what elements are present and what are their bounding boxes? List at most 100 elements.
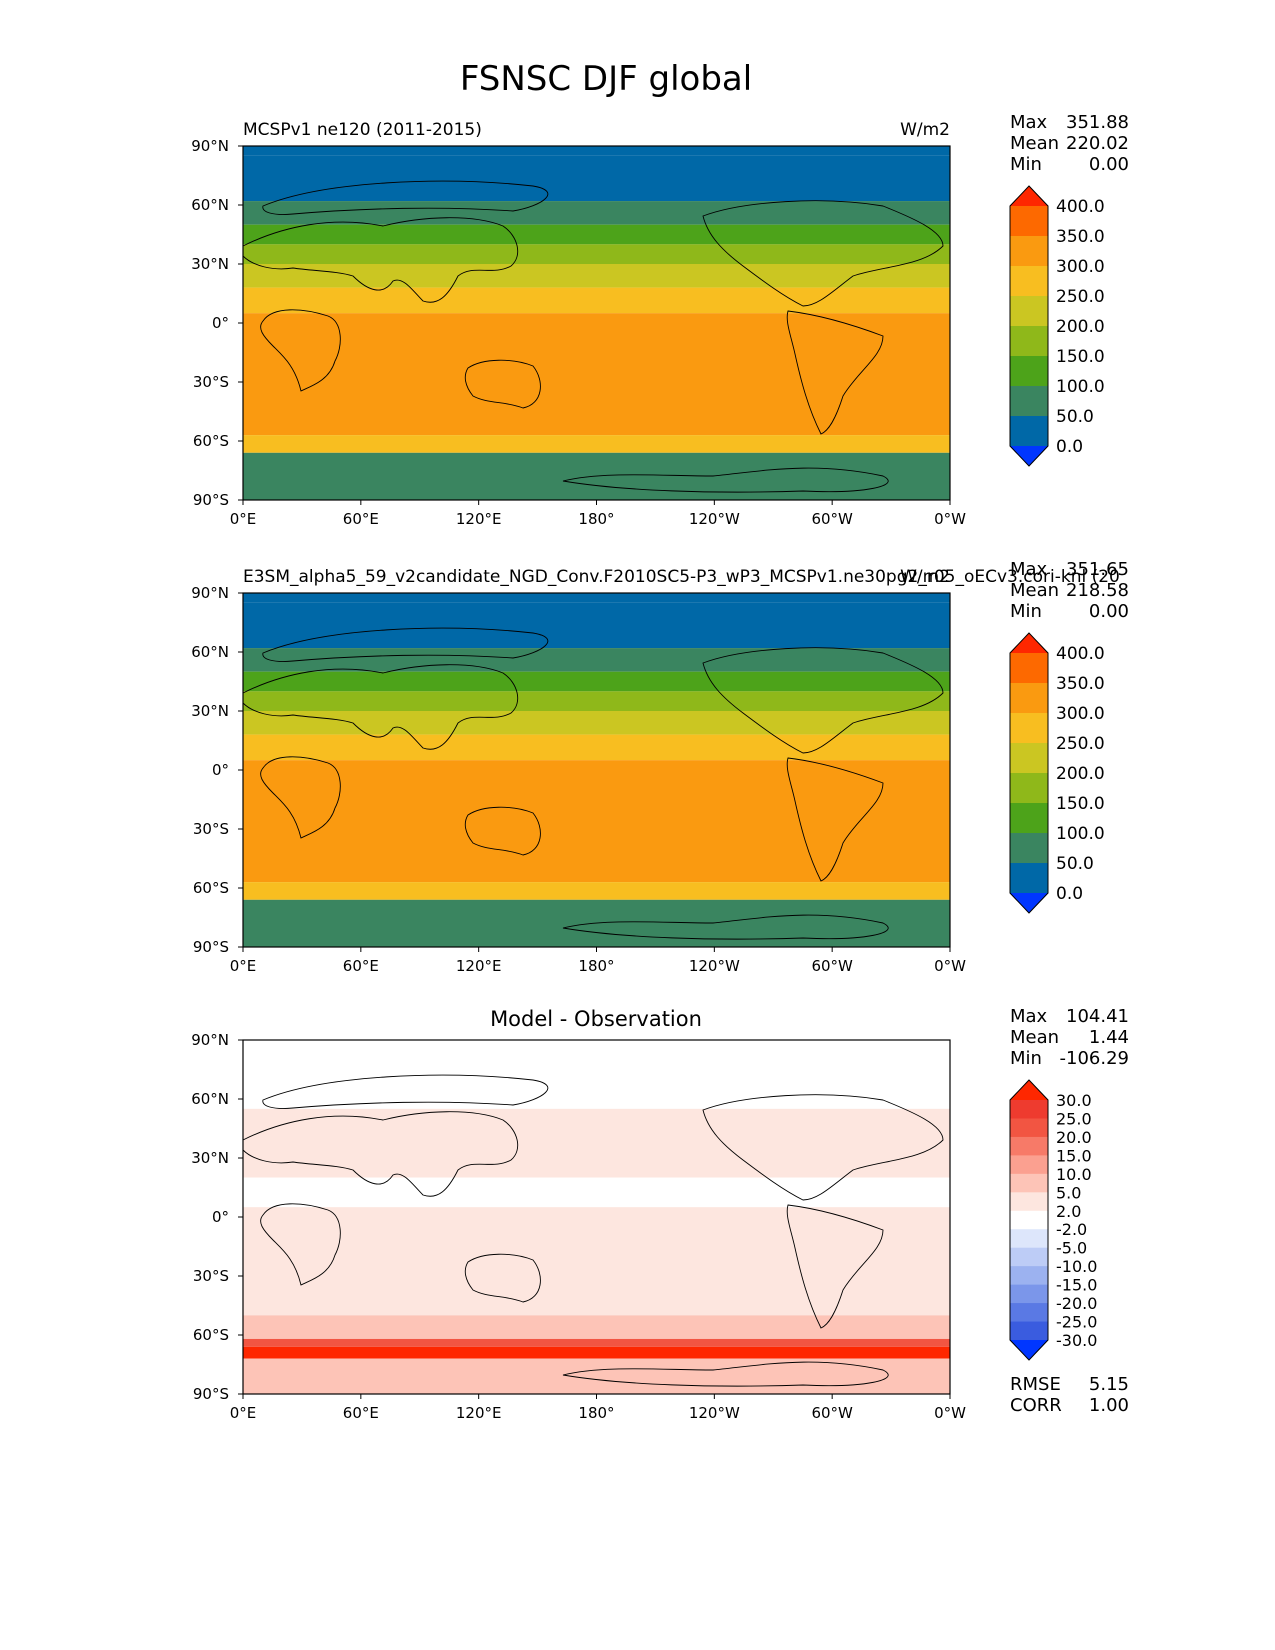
x-tick-label: 120°W: [689, 1404, 740, 1422]
colorbar-swatch: [1010, 266, 1048, 297]
x-tick-label: 60°W: [811, 957, 853, 975]
colorbar-swatch: [1010, 1118, 1048, 1138]
colorbar-level-label: 200.0: [1056, 764, 1105, 784]
colorbar-swatch: [1010, 1173, 1048, 1193]
panel-2-stat-max-label: Max: [1010, 559, 1048, 580]
x-tick-label: 120°E: [456, 510, 502, 528]
y-tick-label: 0°: [212, 314, 229, 332]
colorbar-level-label: 150.0: [1056, 794, 1105, 814]
colorbar-level-label: 5.0: [1056, 1183, 1081, 1202]
panel-2-band-7: [243, 760, 950, 883]
colorbar-level-label: -25.0: [1056, 1313, 1097, 1332]
x-tick-label: 60°W: [811, 510, 853, 528]
colorbar-swatch: [1010, 236, 1048, 267]
colorbar-swatch: [1010, 1303, 1048, 1323]
y-tick-label: 60°S: [193, 879, 229, 897]
y-tick-label: 90°N: [191, 584, 229, 602]
x-tick-label: 180°: [578, 510, 614, 528]
panel-1-band-3: [243, 224, 950, 245]
colorbar-swatch: [1010, 356, 1048, 387]
y-tick-label: 60°N: [191, 643, 229, 661]
panel-1-units: W/m2: [900, 120, 950, 140]
panel-1-stat-min-value: 0.00: [1089, 154, 1129, 175]
y-tick-label: 30°N: [191, 1149, 229, 1167]
panel-3: Model - Observation 0°E 60°E 120°E 180° 120°…: [191, 1006, 1129, 1422]
panel-1-band-1: [243, 155, 950, 202]
y-tick-label: 60°N: [191, 196, 229, 214]
panel-1-band-6: [243, 287, 950, 314]
panel-1-band-0: [243, 146, 950, 156]
colorbar-extend-min: [1010, 1340, 1048, 1360]
y-tick-label: 60°S: [193, 432, 229, 450]
colorbar-level-label: 300.0: [1056, 257, 1105, 277]
panel-3-band-1: [243, 1108, 950, 1178]
panel-2-band-5: [243, 711, 950, 735]
panel-3-stat-mean-value: 1.44: [1089, 1027, 1129, 1048]
y-tick-label: 90°N: [191, 1031, 229, 1049]
panel-3-band-4: [243, 1315, 950, 1339]
colorbar-level-label: 0.0: [1056, 437, 1083, 457]
panel-2-band-3: [243, 671, 950, 692]
figure-title: FSNSC DJF global: [460, 59, 752, 99]
colorbar-level-label: -2.0: [1056, 1220, 1087, 1239]
panel-3-band-0: [243, 1040, 950, 1109]
colorbar-level-label: 15.0: [1056, 1146, 1092, 1165]
panel-1-stat-min-label: Min: [1010, 154, 1042, 175]
colorbar-level-label: 20.0: [1056, 1128, 1092, 1147]
y-tick-label: 90°S: [193, 938, 229, 956]
colorbar-extend-max: [1010, 633, 1048, 653]
x-tick-label: 120°E: [456, 957, 502, 975]
colorbar-extend-min: [1010, 893, 1048, 913]
panel-3-stat-max-label: Max: [1010, 1006, 1048, 1027]
colorbar-swatch: [1010, 773, 1048, 804]
colorbar-swatch: [1010, 206, 1048, 237]
panel-3-title: Model - Observation: [490, 1007, 702, 1031]
colorbar-level-label: 25.0: [1056, 1109, 1092, 1128]
panel-2-band-8: [243, 882, 950, 900]
colorbar-level-label: 350.0: [1056, 674, 1105, 694]
panel-3-band-6: [243, 1346, 950, 1359]
colorbar-level-label: 400.0: [1056, 644, 1105, 664]
panel-3-band-7: [243, 1358, 950, 1394]
panel-1-band-5: [243, 264, 950, 288]
x-tick-label: 0°E: [230, 1404, 257, 1422]
x-tick-label: 60°W: [811, 1404, 853, 1422]
y-tick-label: 90°N: [191, 137, 229, 155]
colorbar-level-label: -5.0: [1056, 1239, 1087, 1258]
colorbar-level-label: 0.0: [1056, 884, 1083, 904]
panel-3-band-2: [243, 1177, 950, 1208]
colorbar-swatch: [1010, 743, 1048, 774]
panel-1-band-8: [243, 435, 950, 453]
panel-1-stat-max-value: 351.88: [1066, 112, 1129, 133]
panel-3-stat-max-value: 104.41: [1066, 1006, 1129, 1027]
y-tick-label: 60°N: [191, 1090, 229, 1108]
panel-1-stat-mean-value: 220.02: [1066, 133, 1129, 154]
y-tick-label: 90°S: [193, 1385, 229, 1403]
panel-2-stat-max-value: 351.65: [1066, 559, 1129, 580]
colorbar-level-label: 300.0: [1056, 704, 1105, 724]
colorbar-swatch: [1010, 386, 1048, 417]
colorbar-level-label: -30.0: [1056, 1331, 1097, 1350]
panel-2-band-2: [243, 648, 950, 672]
colorbar-level-label: 400.0: [1056, 197, 1105, 217]
colorbar-swatch: [1010, 863, 1048, 894]
panel-2-band-6: [243, 734, 950, 761]
colorbar-level-label: 350.0: [1056, 227, 1105, 247]
panel-2-band-0: [243, 593, 950, 603]
x-tick-label: 60°E: [343, 510, 379, 528]
colorbar-level-label: -20.0: [1056, 1294, 1097, 1313]
panel-2-band-1: [243, 602, 950, 649]
colorbar-swatch: [1010, 1247, 1048, 1267]
panel-1-band-7: [243, 313, 950, 436]
panel-3-stat-min-value: -106.29: [1060, 1048, 1129, 1069]
colorbar-outline: [1009, 632, 1049, 914]
x-tick-label: 60°E: [343, 1404, 379, 1422]
colorbar-level-label: 100.0: [1056, 377, 1105, 397]
x-tick-label: 120°W: [689, 957, 740, 975]
colorbar-level-label: 150.0: [1056, 347, 1105, 367]
panel-3-metric-rmse-value: 5.15: [1089, 1374, 1129, 1395]
colorbar-swatch: [1010, 1284, 1048, 1304]
panel-3-metric-corr-value: 1.00: [1089, 1395, 1129, 1416]
colorbar-extend-max: [1010, 186, 1048, 206]
panel-2-stat-min-value: 0.00: [1089, 601, 1129, 622]
